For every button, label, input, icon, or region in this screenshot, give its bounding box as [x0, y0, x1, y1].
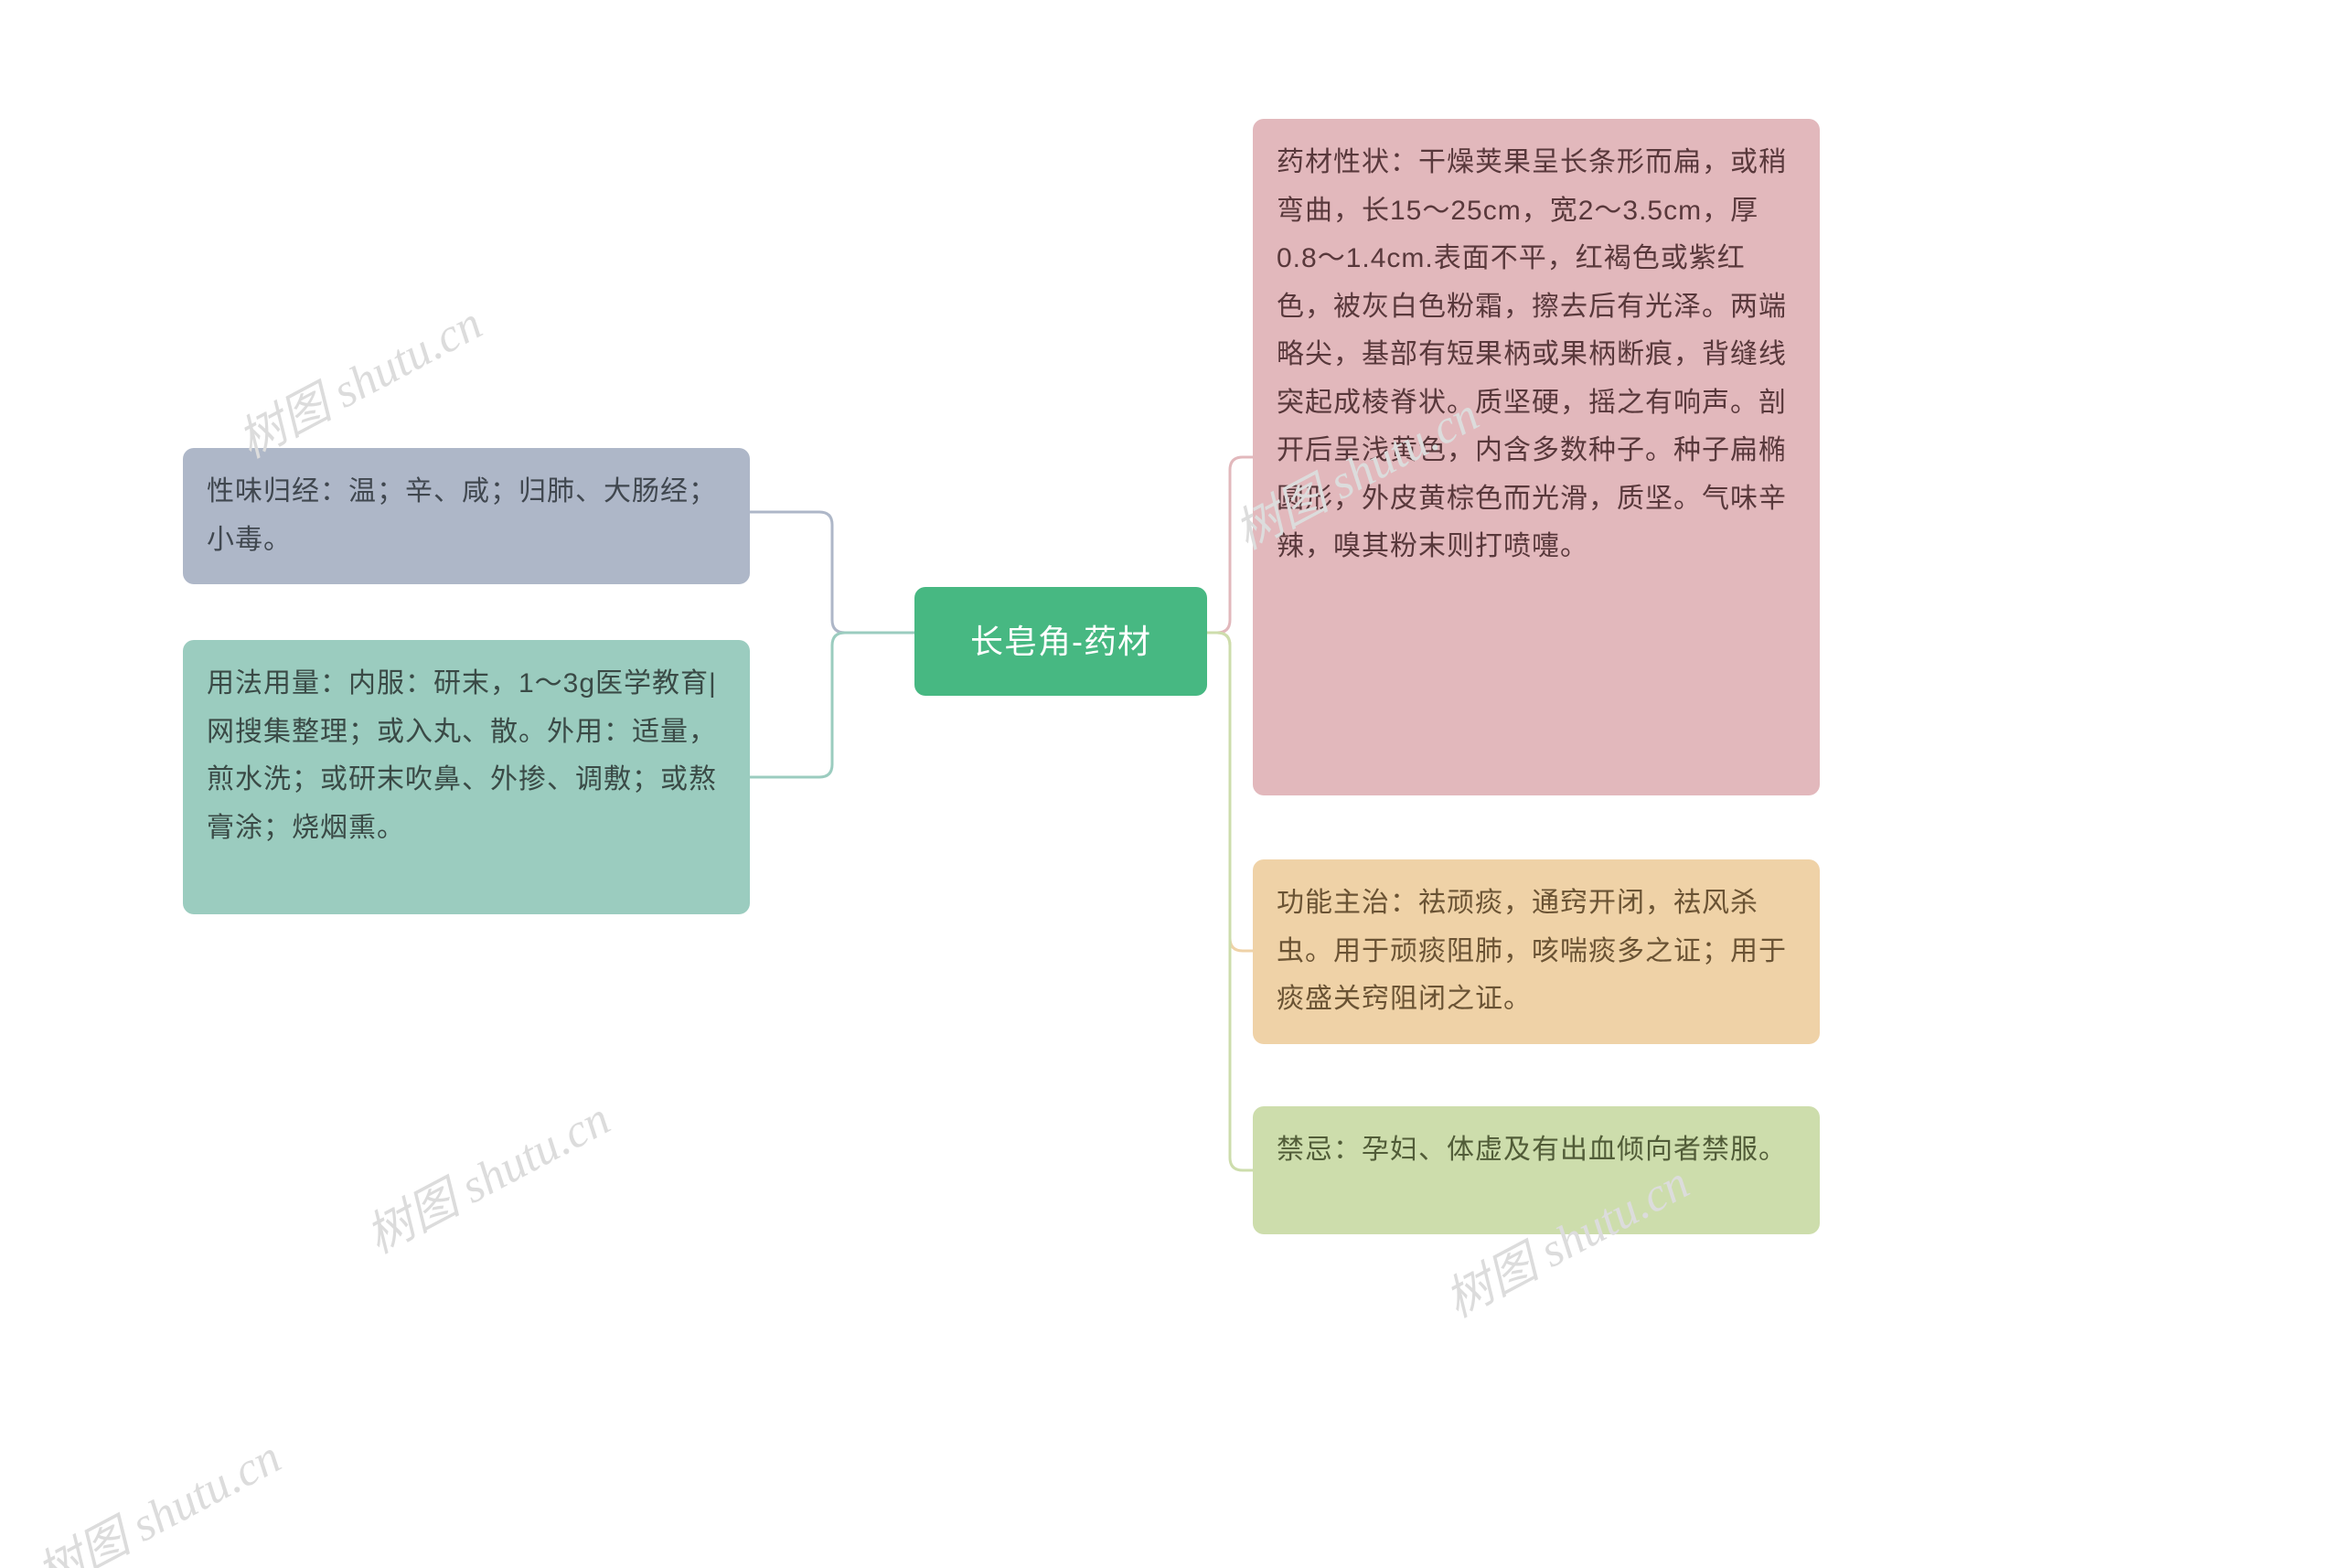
branch-function-text: 功能主治：祛顽痰，通窍开闭，祛风杀虫。用于顽痰阻肺，咳喘痰多之证；用于痰盛关窍阻… [1277, 888, 1787, 1014]
branch-character-text: 药材性状：干燥荚果呈长条形而扁，或稍弯曲，长15～25cm，宽2～3.5cm，厚… [1277, 147, 1787, 561]
branch-properties-text: 性味归经：温；辛、咸；归肺、大肠经；小毒。 [207, 476, 717, 555]
branch-character: 药材性状：干燥荚果呈长条形而扁，或稍弯曲，长15～25cm，宽2～3.5cm，厚… [1253, 119, 1820, 795]
branch-usage: 用法用量：内服：研末，1～3g医学教育|网搜集整理；或入丸、散。外用：适量，煎水… [183, 640, 750, 914]
branch-taboo: 禁忌：孕妇、体虚及有出血倾向者禁服。 [1253, 1106, 1820, 1234]
branch-taboo-text: 禁忌：孕妇、体虚及有出血倾向者禁服。 [1277, 1135, 1787, 1165]
branch-function: 功能主治：祛顽痰，通窍开闭，祛风杀虫。用于顽痰阻肺，咳喘痰多之证；用于痰盛关窍阻… [1253, 859, 1820, 1044]
watermark: 树图 shutu.cn [352, 1081, 620, 1266]
center-node: 长皂角-药材 [914, 587, 1207, 696]
branch-properties: 性味归经：温；辛、咸；归肺、大肠经；小毒。 [183, 448, 750, 584]
center-label: 长皂角-药材 [970, 623, 1151, 660]
watermark: 树图 shutu.cn [23, 1419, 291, 1568]
branch-usage-text: 用法用量：内服：研末，1～3g医学教育|网搜集整理；或入丸、散。外用：适量，煎水… [207, 668, 717, 843]
watermark: 树图 shutu.cn [224, 285, 492, 471]
